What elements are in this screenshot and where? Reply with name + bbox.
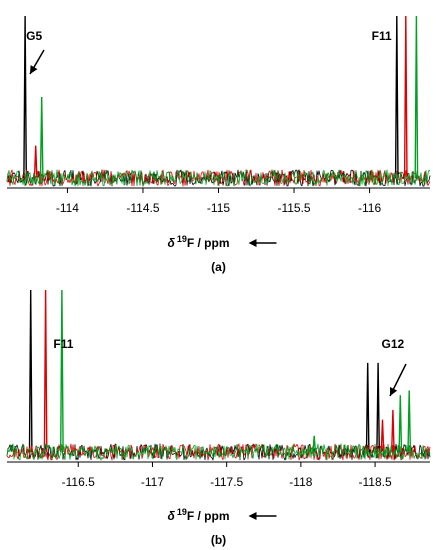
x-axis-superscript: 19: [177, 234, 187, 244]
spectrum-peak: [43, 289, 48, 453]
peak-annotation: F11: [372, 29, 392, 43]
series-baseline: [6, 443, 431, 461]
peak-annotation: G12: [382, 337, 405, 351]
x-tick-label: -117.5: [210, 475, 243, 489]
series-baseline: [6, 443, 431, 461]
x-axis-superscript: 19: [177, 507, 187, 517]
axis-direction-arrowhead: [248, 239, 257, 247]
spectrum-peak: [391, 409, 395, 453]
peak-annotation: G5: [26, 29, 42, 43]
x-tick-label: -117: [141, 475, 164, 489]
spectrum-peak: [394, 15, 399, 179]
spectrum-peak: [365, 362, 370, 453]
spectrum-peak: [60, 289, 64, 453]
axis-direction-arrowhead: [248, 512, 257, 520]
x-tick-label: -115: [207, 201, 230, 215]
x-tick-label: -114.5: [126, 201, 159, 215]
x-axis-unit: F / ppm: [187, 509, 230, 523]
spectrum-peak: [398, 395, 403, 453]
x-tick-label: -118.5: [359, 475, 392, 489]
annotation-arrowhead: [390, 387, 398, 396]
peak-annotation: F11: [53, 337, 73, 351]
series-baseline: [6, 169, 431, 187]
panel-label: (b): [211, 533, 226, 547]
spectrum-peak: [376, 362, 380, 453]
x-axis-symbol: δ: [167, 236, 175, 250]
spectrum-peak: [312, 435, 317, 453]
spectrum-peak: [39, 96, 44, 179]
spectrum-peak: [33, 145, 38, 179]
spectrum-peak: [407, 390, 412, 453]
x-tick-label: -114: [56, 201, 79, 215]
spectrum-peak: [380, 419, 385, 453]
x-tick-label: -118: [289, 475, 312, 489]
spectrum-peak: [28, 289, 33, 453]
x-axis-title: δ 19F / ppm: [167, 507, 229, 523]
x-axis-symbol: δ: [167, 509, 175, 523]
spectrum-peak: [23, 15, 27, 179]
panel-a: -114 -114.5 -115 -115.5 -116 G5 F11 δ 19F / ppm (…: [6, 15, 431, 274]
panel-label: (a): [211, 260, 226, 274]
spectrum-peak: [403, 15, 408, 179]
x-tick-label: -115.5: [277, 201, 310, 215]
panel-b: -116.5 -117 -117.5 -118 -118.5 F11 G12 δ 19F / p…: [6, 289, 431, 547]
x-axis-unit: F / ppm: [187, 236, 230, 250]
spectrum-peak: [414, 15, 419, 179]
annotation-arrowhead: [30, 65, 38, 74]
x-tick-label: -116: [358, 201, 381, 215]
x-axis-title: δ 19F / ppm: [167, 234, 229, 250]
x-tick-label: -116.5: [62, 475, 95, 489]
